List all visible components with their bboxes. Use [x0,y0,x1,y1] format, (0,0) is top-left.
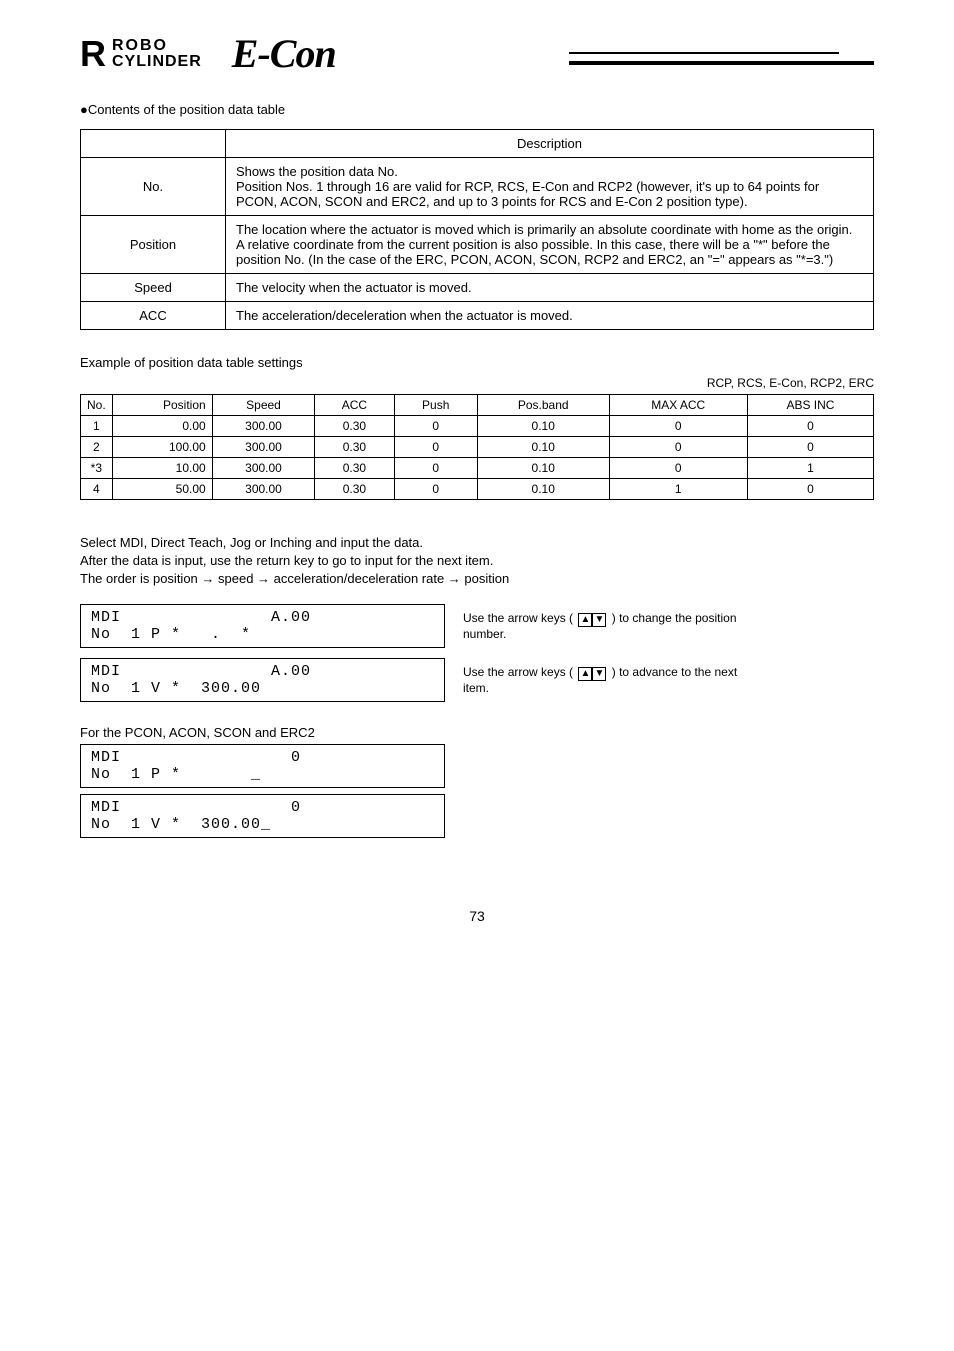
robo-cylinder-logo: R ROBO CYLINDER [80,33,202,75]
t2-r0-c2: 300.00 [212,416,315,437]
t2-r3-c3: 0.30 [315,479,394,500]
t2-r3-c7: 0 [747,479,873,500]
logo-robo-line2: CYLINDER [112,54,202,70]
t2-r0-c5: 0.10 [477,416,609,437]
lcd-row-4: MDI 0No 1 V * 300.00_ [80,794,874,838]
lcd-display-section: MDI A.00No 1 P * . * Use the arrow keys … [80,604,874,838]
arrow-up-down-icons: ▲▼ [578,666,606,681]
description-paragraph: Select MDI, Direct Teach, Jog or Inching… [80,535,874,586]
table2-h0: No. [81,395,113,416]
subsection-title: Example of position data table settings [80,355,874,370]
t2-r2-c3: 0.30 [315,458,394,479]
t2-r1-c7: 0 [747,437,873,458]
section-title: ●Contents of the position data table [80,102,874,117]
table2-h7: ABS INC [747,395,873,416]
lcd-note-1: Use the arrow keys ( ▲▼ ) to change the … [463,611,737,640]
header-logos: R ROBO CYLINDER E-Con [80,30,874,77]
t2-r2-c7: 1 [747,458,873,479]
table2-h6: MAX ACC [609,395,747,416]
t2-r1-c3: 0.30 [315,437,394,458]
arrow-up-icon: ▲ [578,667,592,681]
page-number: 73 [80,908,874,924]
lcd-row-2: MDI A.00No 1 V * 300.00 Use the arrow ke… [80,658,874,702]
table-row: 2 100.00 300.00 0.30 0 0.10 0 0 [81,437,874,458]
t2-r1-pos: 100.00 [112,437,212,458]
table1-r2-c1: The velocity when the actuator is moved. [226,274,874,302]
table1-header-description: Description [226,130,874,158]
table2-h5: Pos.band [477,395,609,416]
arrow-up-icon: ▲ [578,613,592,627]
lcd-display-4: MDI 0No 1 V * 300.00_ [80,794,445,838]
t2-r3-c6: 1 [609,479,747,500]
table1-r3-c1: The acceleration/deceleration when the a… [226,302,874,330]
t2-r2-c4: 0 [394,458,477,479]
table1-r0-c1: Shows the position data No.Position Nos.… [226,158,874,216]
t2-r2-c6: 0 [609,458,747,479]
table-row: Position The location where the actuator… [81,216,874,274]
table-row: 1 0.00 300.00 0.30 0 0.10 0 0 [81,416,874,437]
arrow-down-icon: ▼ [592,613,606,627]
lcd-display-1: MDI A.00No 1 P * . * [80,604,445,648]
desc-line-1: After the data is input, use the return … [80,553,874,568]
position-data-description-table: Description No. Shows the position data … [80,129,874,330]
t2-r0-c6: 0 [609,416,747,437]
table2-model-note: RCP, RCS, E-Con, RCP2, ERC [80,376,874,390]
t2-r1-c2: 300.00 [212,437,315,458]
t2-r3-c4: 0 [394,479,477,500]
t2-r2-c5: 0.10 [477,458,609,479]
table1-r1-c1: The location where the actuator is moved… [226,216,874,274]
t2-r2-pos: 10.00 [112,458,212,479]
table-row: Speed The velocity when the actuator is … [81,274,874,302]
table1-header-blank [81,130,226,158]
desc-line-2: The order is position → speed → accelera… [80,571,874,586]
econ-logo: E-Con [232,30,336,77]
table2-h2: Speed [212,395,315,416]
t2-r0-c4: 0 [394,416,477,437]
t2-r3-c5: 0.10 [477,479,609,500]
table-header-row: No. Position Speed ACC Push Pos.band MAX… [81,395,874,416]
t2-r1-no: 2 [81,437,113,458]
lcd-note-2-pre: Use the arrow keys ( [463,665,573,679]
t2-r0-c3: 0.30 [315,416,394,437]
arrow-up-down-icons: ▲▼ [578,612,606,627]
t2-r1-c5: 0.10 [477,437,609,458]
t2-r2-c2: 300.00 [212,458,315,479]
position-data-example-table: No. Position Speed ACC Push Pos.band MAX… [80,394,874,500]
t2-r1-c6: 0 [609,437,747,458]
t2-r0-c7: 0 [747,416,873,437]
header-rule-lines [569,52,874,65]
lcd-display-2: MDI A.00No 1 V * 300.00 [80,658,445,702]
logo-robo-text: ROBO CYLINDER [112,38,202,70]
t2-r3-c2: 300.00 [212,479,315,500]
arrow-down-icon: ▼ [592,667,606,681]
lcd-row-3: MDI 0No 1 P * _ [80,744,874,788]
t2-r3-pos: 50.00 [112,479,212,500]
table-row: *3 10.00 300.00 0.30 0 0.10 0 1 [81,458,874,479]
lcd-note-3: For the PCON, ACON, SCON and ERC2 [80,725,874,740]
table-row: No. Shows the position data No.Position … [81,158,874,216]
table1-r0-c0: No. [81,158,226,216]
table-header-row: Description [81,130,874,158]
table2-h4: Push [394,395,477,416]
t2-r1-c4: 0 [394,437,477,458]
lcd-note-2: Use the arrow keys ( ▲▼ ) to advance to … [463,665,737,694]
t2-r0-pos: 0.00 [112,416,212,437]
lcd-display-3: MDI 0No 1 P * _ [80,744,445,788]
table1-r3-c0: ACC [81,302,226,330]
table1-r2-c0: Speed [81,274,226,302]
table-row: ACC The acceleration/deceleration when t… [81,302,874,330]
lcd-row-1: MDI A.00No 1 P * . * Use the arrow keys … [80,604,874,648]
table-row: 4 50.00 300.00 0.30 0 0.10 1 0 [81,479,874,500]
table1-r1-c0: Position [81,216,226,274]
t2-r2-no: *3 [81,458,113,479]
desc-line-0: Select MDI, Direct Teach, Jog or Inching… [80,535,874,550]
lcd-note-1-pre: Use the arrow keys ( [463,611,573,625]
logo-r-mark: R [80,33,104,75]
t2-r0-no: 1 [81,416,113,437]
table2-h3: ACC [315,395,394,416]
logo-robo-line1: ROBO [112,38,202,54]
t2-r3-no: 4 [81,479,113,500]
table2-h1: Position [112,395,212,416]
